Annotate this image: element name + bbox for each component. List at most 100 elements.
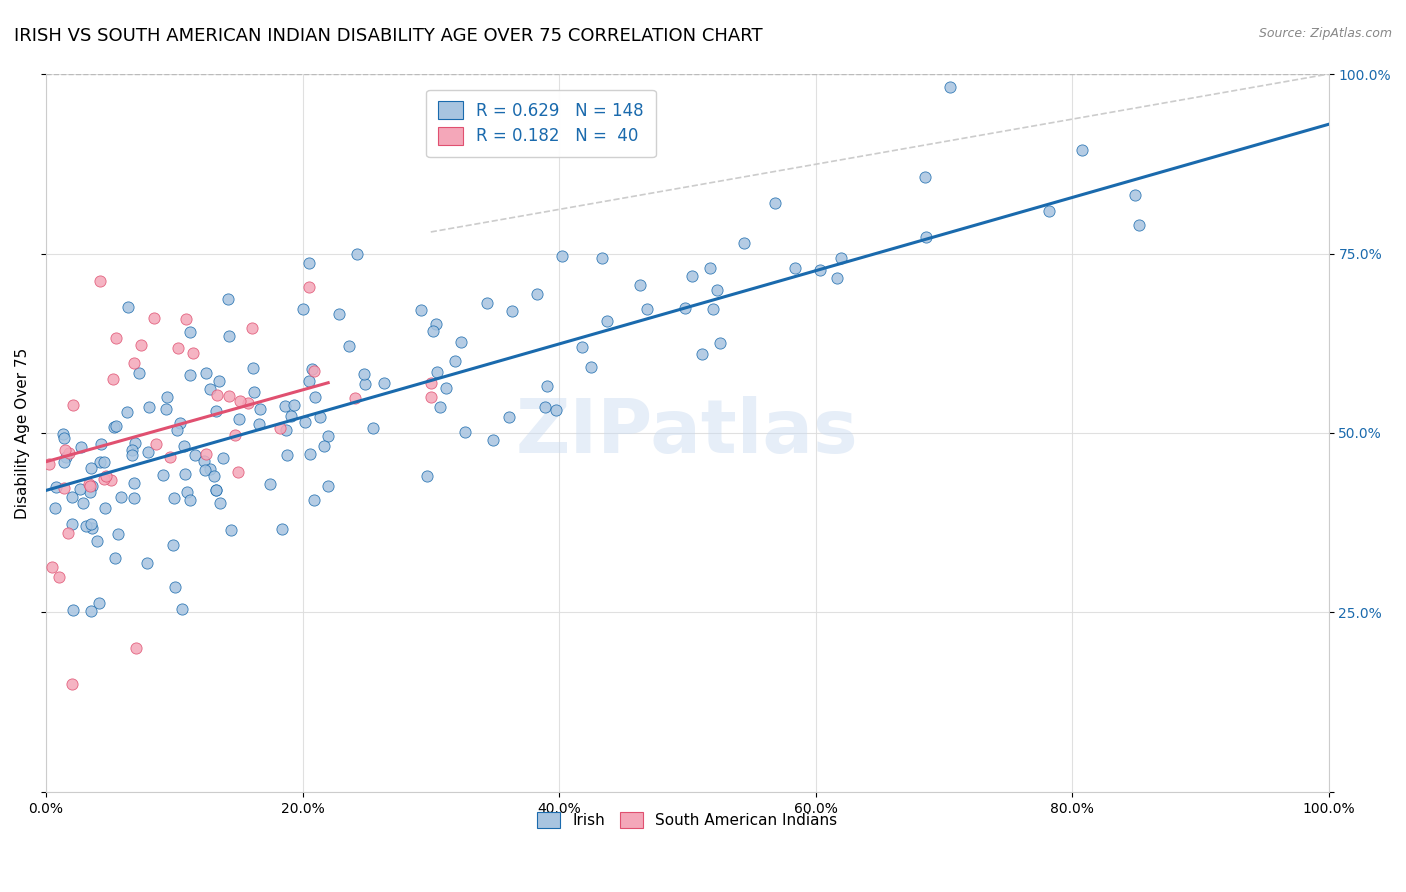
Point <box>419 376 441 390</box>
Point <box>247 417 270 431</box>
Point <box>202 469 225 483</box>
Point <box>107 527 129 541</box>
Point <box>122 356 145 370</box>
Point <box>218 389 240 403</box>
Point <box>299 447 322 461</box>
Point <box>765 195 787 210</box>
Point <box>52 455 75 469</box>
Point <box>86 534 108 549</box>
Text: Source: ZipAtlas.com: Source: ZipAtlas.com <box>1258 27 1392 40</box>
Point <box>53 481 76 495</box>
Point <box>142 311 165 326</box>
Point <box>80 516 103 531</box>
Point <box>184 448 207 462</box>
Point <box>124 435 146 450</box>
Point <box>165 580 187 594</box>
Point <box>100 474 122 488</box>
Point <box>60 517 83 532</box>
Point <box>79 485 101 500</box>
Point <box>298 279 321 293</box>
Point <box>1128 219 1150 233</box>
Point <box>75 519 97 533</box>
Point <box>498 409 520 424</box>
Point <box>163 491 186 505</box>
Point <box>138 401 160 415</box>
Point <box>304 391 326 405</box>
Point <box>103 420 125 434</box>
Point <box>304 364 326 378</box>
Point <box>209 496 232 510</box>
Point <box>89 274 111 288</box>
Point <box>176 484 198 499</box>
Point <box>55 450 77 464</box>
Point <box>52 427 75 442</box>
Point <box>179 325 201 339</box>
Point <box>308 410 330 425</box>
Point <box>96 469 118 483</box>
Point <box>270 522 292 536</box>
Point <box>475 296 498 310</box>
Point <box>69 483 91 497</box>
Point <box>298 256 321 270</box>
Point <box>62 602 84 616</box>
Point <box>193 454 215 468</box>
Point <box>422 324 444 338</box>
Point <box>301 361 323 376</box>
Point <box>276 448 298 462</box>
Point <box>176 311 198 326</box>
Point <box>69 440 91 454</box>
Point <box>62 398 84 412</box>
Point <box>117 300 139 314</box>
Point <box>104 551 127 566</box>
Point <box>415 468 437 483</box>
Point <box>110 490 132 504</box>
Point <box>82 479 104 493</box>
Point <box>551 250 574 264</box>
Point <box>274 400 297 414</box>
Point <box>169 416 191 430</box>
Point <box>830 251 852 265</box>
Point <box>409 303 432 318</box>
Point <box>219 523 242 537</box>
Point <box>316 429 339 443</box>
Point <box>280 409 302 423</box>
Point <box>249 401 271 416</box>
Point <box>37 457 59 471</box>
Point <box>167 341 190 355</box>
Point <box>205 483 228 498</box>
Point <box>501 304 523 318</box>
Point <box>44 500 66 515</box>
Point <box>240 321 263 335</box>
Point <box>228 393 250 408</box>
Point <box>128 366 150 380</box>
Point <box>121 449 143 463</box>
Point <box>125 641 148 656</box>
Point <box>242 360 264 375</box>
Point <box>58 446 80 460</box>
Point <box>630 277 652 292</box>
Point <box>224 427 246 442</box>
Point <box>294 415 316 429</box>
Point <box>56 526 79 541</box>
Point <box>361 420 384 434</box>
Point <box>526 287 548 301</box>
Point <box>136 556 159 570</box>
Point <box>298 375 321 389</box>
Point <box>419 390 441 404</box>
Point <box>242 385 264 400</box>
Point <box>579 359 602 374</box>
Point <box>155 401 177 416</box>
Point <box>596 314 619 328</box>
Point <box>482 433 505 447</box>
Point <box>733 236 755 251</box>
Point <box>89 454 111 468</box>
Point <box>226 465 249 479</box>
Point <box>105 419 128 434</box>
Point <box>636 302 658 317</box>
Point <box>283 398 305 412</box>
Point <box>681 268 703 283</box>
Point <box>211 451 233 466</box>
Point <box>827 270 849 285</box>
Point <box>939 79 962 94</box>
Point <box>425 317 447 331</box>
